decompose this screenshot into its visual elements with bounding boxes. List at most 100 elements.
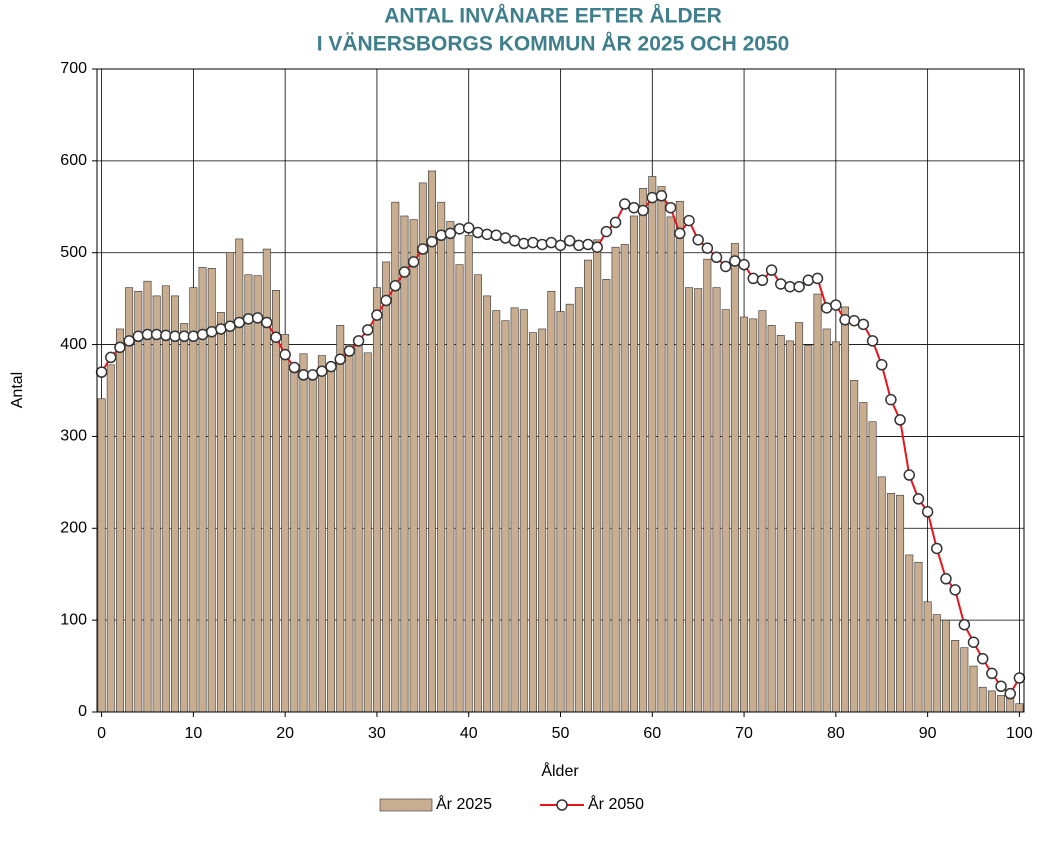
bar	[795, 322, 804, 713]
bar	[730, 243, 739, 713]
marker	[637, 204, 649, 217]
bar	[584, 259, 593, 713]
bar	[363, 352, 372, 713]
marker	[398, 266, 411, 278]
bar	[593, 239, 602, 713]
bar	[161, 285, 170, 713]
marker	[343, 345, 356, 357]
marker	[435, 229, 447, 242]
bar	[850, 380, 859, 713]
bar	[428, 170, 436, 713]
marker	[270, 331, 282, 343]
x-tick-label: 90	[919, 725, 937, 742]
bar	[253, 275, 262, 713]
bar	[877, 476, 886, 713]
bar	[556, 311, 565, 713]
bar	[125, 287, 134, 713]
y-tick-label: 500	[60, 244, 87, 261]
marker	[242, 313, 255, 325]
marker	[866, 335, 879, 347]
bar	[740, 316, 749, 713]
marker	[802, 274, 815, 287]
marker	[719, 260, 732, 273]
y-tick-label: 700	[60, 60, 87, 77]
marker	[481, 228, 493, 241]
marker	[132, 330, 145, 343]
x-tick-label: 30	[368, 725, 386, 742]
bar	[473, 274, 482, 713]
bar	[923, 601, 932, 713]
marker	[958, 618, 971, 631]
bar	[171, 295, 179, 713]
marker	[609, 216, 622, 229]
x-tick-label: 10	[184, 725, 202, 742]
bar	[464, 234, 473, 713]
bar	[813, 293, 822, 713]
bar	[216, 312, 225, 713]
bar	[675, 200, 684, 713]
marker	[600, 225, 613, 238]
bar	[437, 201, 446, 713]
marker	[352, 335, 365, 347]
marker	[518, 237, 530, 250]
bar	[134, 290, 143, 713]
marker	[371, 309, 383, 321]
bar	[281, 334, 290, 713]
bar	[657, 186, 666, 713]
marker	[114, 341, 126, 354]
legend-swatch	[556, 799, 568, 811]
bar	[97, 398, 106, 713]
marker	[325, 360, 337, 373]
plot-border	[96, 68, 1025, 713]
y-tick-label: 600	[60, 152, 87, 169]
bar	[841, 306, 849, 713]
bar	[712, 287, 721, 713]
marker	[472, 226, 484, 239]
marker	[903, 469, 916, 481]
bar	[180, 323, 189, 713]
bar	[574, 287, 583, 713]
bar	[785, 340, 794, 713]
marker	[150, 328, 163, 341]
bar	[565, 303, 574, 713]
marker	[105, 351, 117, 364]
bar	[519, 309, 528, 713]
bar	[685, 287, 693, 713]
x-tick-label: 80	[827, 725, 845, 742]
marker	[536, 238, 548, 251]
bar	[115, 328, 124, 713]
bar	[455, 264, 464, 713]
marker	[839, 314, 851, 326]
bar	[345, 344, 354, 713]
marker	[931, 542, 943, 555]
x-tick-label: 20	[276, 725, 294, 742]
bar	[822, 328, 831, 713]
marker	[921, 506, 934, 518]
marker	[765, 264, 778, 276]
bar	[942, 619, 950, 713]
marker	[426, 235, 438, 248]
y-tick-label: 100	[60, 611, 87, 628]
marker	[655, 190, 668, 202]
marker	[857, 318, 870, 331]
marker	[940, 573, 952, 585]
marker	[976, 652, 989, 665]
marker	[811, 272, 824, 285]
bar	[767, 324, 776, 713]
marker	[160, 329, 172, 342]
bar	[694, 288, 703, 713]
bar	[418, 182, 427, 713]
bar	[978, 686, 987, 713]
marker	[1013, 672, 1026, 684]
y-tick-label: 400	[60, 336, 87, 353]
marker	[830, 299, 842, 311]
x-tick-label: 70	[735, 725, 753, 742]
marker	[554, 239, 567, 252]
marker	[683, 214, 695, 227]
bar	[703, 258, 712, 713]
bar	[538, 328, 547, 713]
bar	[510, 307, 519, 713]
x-tick-label: 50	[552, 725, 570, 742]
x-tick-label: 40	[460, 725, 478, 742]
bar	[336, 324, 345, 713]
